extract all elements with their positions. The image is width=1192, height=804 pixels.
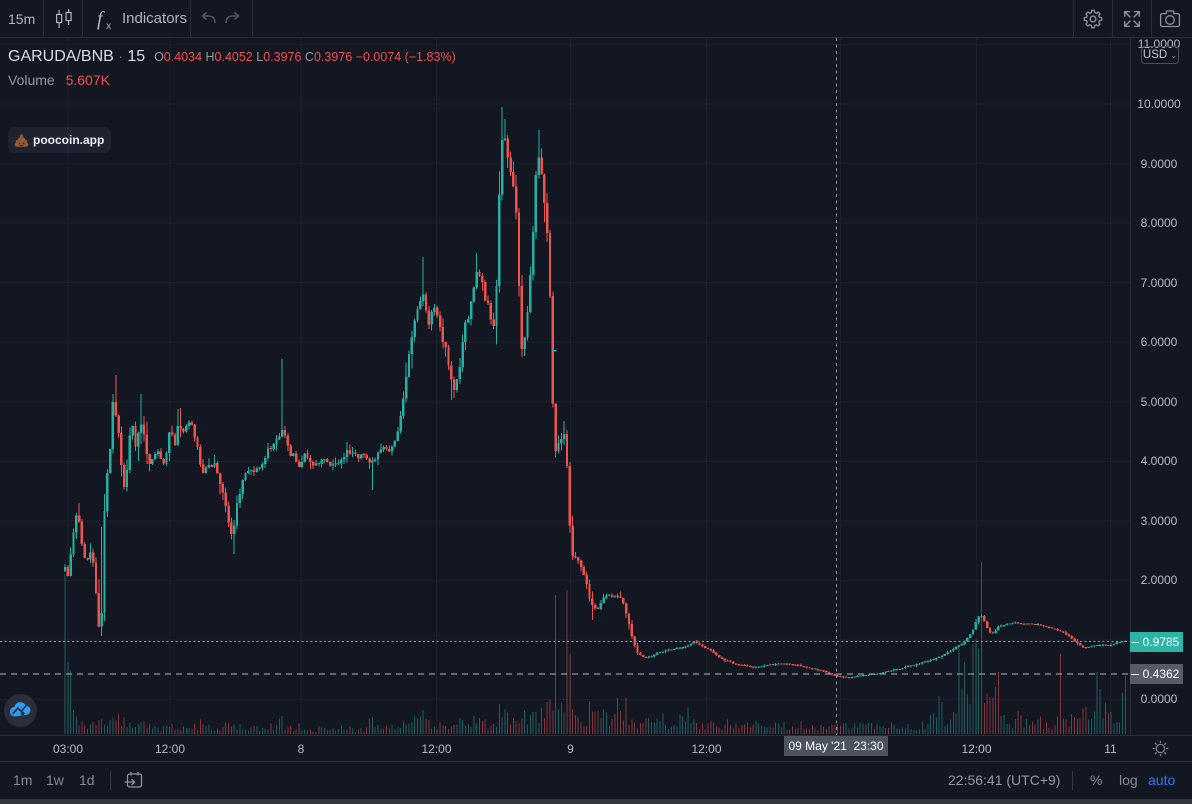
svg-text:x: x — [106, 20, 112, 32]
svg-text:f: f — [97, 8, 105, 30]
